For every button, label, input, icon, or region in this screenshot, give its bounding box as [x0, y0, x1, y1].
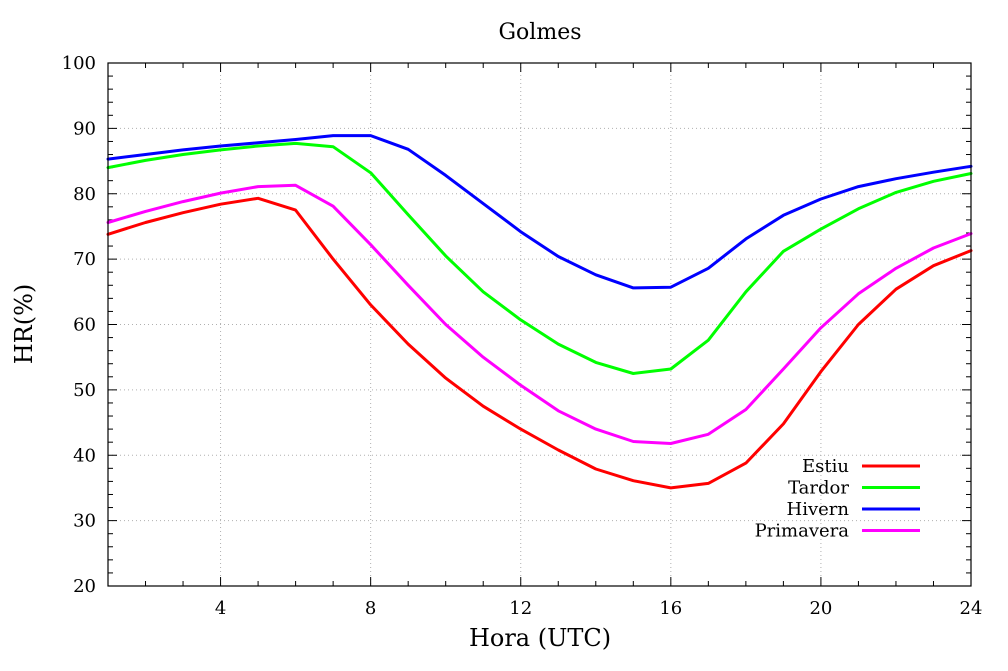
legend-label: Hivern [787, 499, 850, 520]
y-tick-label: 40 [73, 445, 96, 466]
axis-ticks [107, 62, 972, 587]
series-line-hivern [106, 134, 973, 290]
x-axis-label: Hora (UTC) [469, 624, 611, 652]
legend-label: Estiu [802, 456, 849, 477]
y-tick-label: 20 [73, 576, 96, 597]
x-tick-labels: 4 8 12 16 20 24 [215, 598, 983, 619]
x-tick-label: 24 [960, 598, 983, 619]
y-tick-labels: 20 30 40 50 60 70 80 90 100 [62, 53, 96, 597]
series-line-estiu [106, 196, 973, 490]
series-line-tardor [106, 141, 973, 375]
series-lines [106, 134, 973, 490]
y-tick-label: 60 [73, 315, 96, 336]
chart-title: Golmes [498, 20, 581, 45]
y-tick-label: 90 [73, 118, 96, 139]
y-tick-label: 50 [73, 380, 96, 401]
plot-frame [107, 62, 972, 587]
series-line-primavera [106, 183, 973, 445]
x-tick-label: 8 [365, 598, 376, 619]
legend-label: Tardor [788, 478, 849, 499]
x-tick-label: 12 [509, 598, 532, 619]
y-tick-label: 70 [73, 249, 96, 270]
y-tick-label: 100 [62, 53, 96, 74]
x-tick-label: 20 [809, 598, 832, 619]
x-tick-label: 16 [659, 598, 682, 619]
y-tick-label: 80 [73, 184, 96, 205]
x-tick-label: 4 [215, 598, 226, 619]
y-axis-label: HR(%) [10, 284, 38, 365]
legend-label: Primavera [755, 521, 850, 542]
y-tick-label: 30 [73, 511, 96, 532]
